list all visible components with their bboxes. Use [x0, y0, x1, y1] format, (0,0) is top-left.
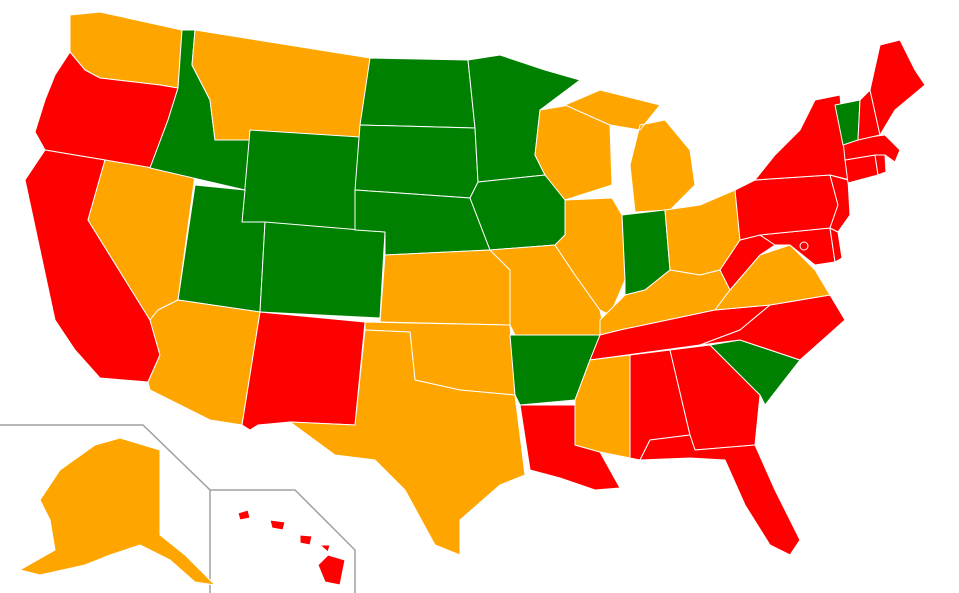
state-HI-group	[237, 509, 346, 586]
state-KS[interactable]	[379, 249, 511, 326]
alaska-inset-frame	[0, 424, 211, 593]
state-NC[interactable]	[699, 294, 846, 361]
state-NM[interactable]	[241, 311, 366, 431]
state-TX[interactable]	[289, 329, 526, 556]
hawaii-inset-frame	[210, 489, 356, 593]
state-AK[interactable]	[19, 437, 216, 586]
state-AZ[interactable]	[147, 299, 261, 426]
state-DC[interactable]	[799, 241, 809, 251]
state-ME[interactable]	[869, 39, 926, 136]
state-MA[interactable]	[842, 134, 901, 163]
state-FL[interactable]	[639, 434, 801, 556]
state-IL[interactable]	[554, 197, 626, 316]
state-ND[interactable]	[359, 57, 476, 129]
state-MT[interactable]	[191, 29, 371, 141]
state-NY[interactable]	[754, 94, 851, 181]
state-CO[interactable]	[259, 221, 386, 319]
state-WY[interactable]	[241, 129, 361, 231]
state-MI[interactable]	[564, 89, 696, 213]
state-HI[interactable]	[237, 509, 346, 586]
state-SD[interactable]	[354, 124, 479, 199]
